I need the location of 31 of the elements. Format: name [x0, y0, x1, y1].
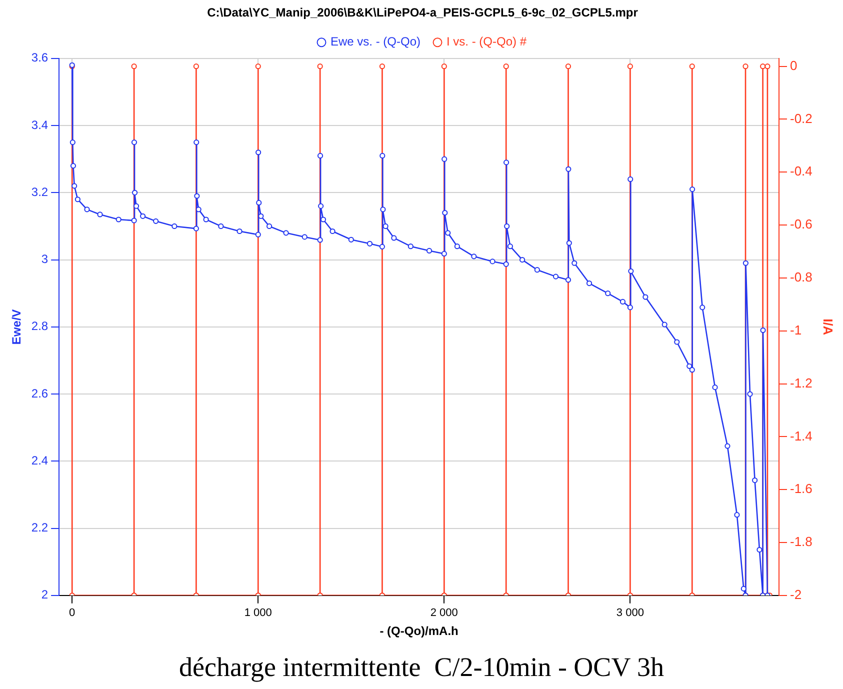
y2-tick-label: 0: [790, 58, 798, 73]
y-tick-label: 3.2: [31, 184, 48, 199]
y2-tick-label: -1.8: [790, 534, 812, 550]
y-axis-title: Ewe/V: [10, 309, 24, 345]
y2-tick-label: -0.8: [790, 270, 812, 285]
y-tick-label: 2.2: [31, 520, 48, 535]
y-tick-label: 3: [41, 252, 48, 266]
chart-title: C:\Data\YC_Manip_2006\B&K\LiPePO4-a_PEIS-GCPL5_6-9c_02_GCPL5.mpr: [207, 6, 638, 20]
y-tick-label: 2: [41, 588, 48, 602]
y2-tick-label: -1: [790, 322, 802, 338]
y2-tick-label: -0.6: [790, 216, 812, 232]
y-tick-label: 2.4: [31, 453, 48, 468]
x-tick-label: 3 000: [616, 607, 644, 620]
y-tick-label: 2.8: [31, 319, 48, 334]
y2-tick-label: -1.4: [790, 428, 812, 444]
y2-tick-label: -0.4: [790, 164, 812, 179]
y2-tick-label: -1.6: [790, 481, 812, 496]
y2-axis-title: I/A: [820, 318, 836, 336]
legend-label: Ewe vs. - (Q-Qo): [330, 34, 421, 49]
x-tick-label: 0: [69, 607, 76, 620]
y2-tick-label: -2: [790, 586, 802, 602]
y-tick-label: 3.4: [31, 118, 48, 132]
legend-label: I vs. - (Q-Qo) #: [446, 34, 527, 49]
y-tick-label: 3.6: [31, 50, 48, 65]
y2-tick-label: -1.2: [790, 375, 812, 390]
text: décharge intermittente C/2-10min - OCV 3h: [179, 652, 664, 682]
y-tick-label: 2.6: [31, 386, 48, 400]
x-tick-label: 2 000: [430, 607, 458, 620]
y2-tick-label: -0.2: [790, 110, 812, 126]
x-tick-label: 1 000: [244, 607, 272, 620]
x-axis-title: - (Q-Qo)/mA.h: [380, 624, 458, 638]
